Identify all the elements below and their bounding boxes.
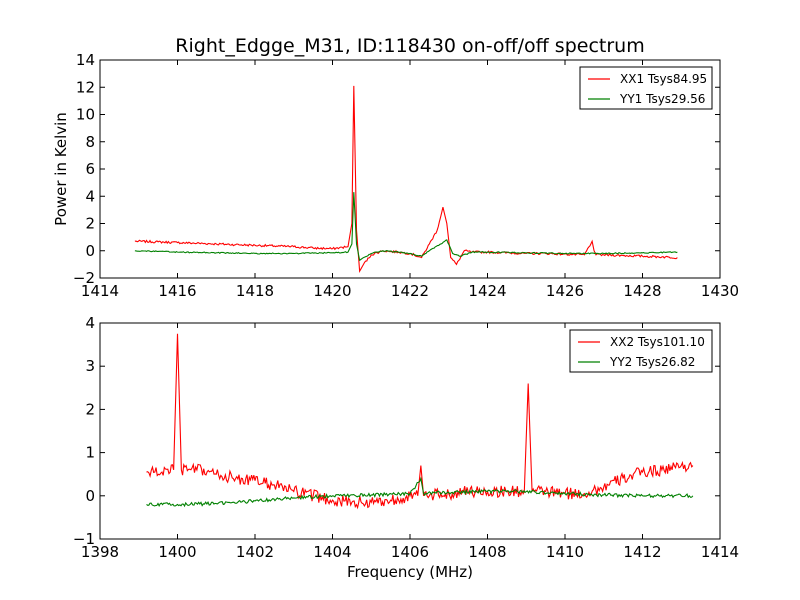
y-tick-label: 2 (85, 215, 95, 233)
y-tick-label: 6 (85, 160, 95, 178)
x-tick-label: 1420 (313, 282, 351, 300)
x-tick-label: 1422 (391, 282, 429, 300)
x-tick-label: 1400 (158, 543, 196, 561)
x-tick-label: 1412 (623, 543, 661, 561)
legend-label: YY2 Tsys26.82 (609, 355, 695, 369)
x-tick-label: 1416 (158, 282, 196, 300)
x-tick-label: 1398 (81, 543, 119, 561)
x-tick-label: 1404 (313, 543, 351, 561)
y-axis-label: Power in Kelvin (52, 112, 70, 226)
series-group (134, 85, 678, 274)
y-tick-label: 0 (85, 487, 95, 505)
x-tick-label: 1430 (701, 282, 739, 300)
y-tick-label: 8 (85, 133, 95, 151)
legend-label: XX1 Tsys84.95 (620, 72, 707, 86)
series-group (146, 333, 694, 510)
plot-1: 1414 1416 1418 1420 1422 1424 1426 1428 1430 −2 0 2… (52, 51, 739, 300)
chart-title: Right_Edgge_M31, ID:118430 on-off/off sp… (175, 35, 644, 57)
series-line-2 (146, 476, 694, 508)
y-tick-label: 3 (85, 357, 95, 375)
x-tick-label: 1414 (81, 282, 119, 300)
x-tick-label: 1428 (623, 282, 661, 300)
y-tick-label: 4 (85, 187, 95, 205)
y-tick-label: 4 (85, 314, 95, 332)
y-tick-label: 10 (76, 106, 95, 124)
x-tick-label: 1408 (468, 543, 506, 561)
series-line-2 (134, 192, 678, 262)
x-tick-label: 1406 (391, 543, 429, 561)
x-tick-label: 1424 (468, 282, 506, 300)
legend-label: XX2 Tsys101.10 (610, 335, 705, 349)
x-tick-label: 1414 (701, 543, 739, 561)
legend: XX1 Tsys84.95 YY1 Tsys29.56 (579, 66, 713, 110)
plots-group: 1414 1416 1418 1420 1422 1424 1426 1428 1430−202… (52, 51, 739, 581)
series-line-1 (146, 333, 694, 510)
legend: XX2 Tsys101.10 YY2 Tsys26.82 (569, 329, 713, 373)
x-tick-label: 1418 (236, 282, 274, 300)
y-tick-label: 0 (85, 242, 95, 260)
x-tick-label: 1402 (236, 543, 274, 561)
legend-box (569, 329, 713, 373)
legend-box (579, 66, 713, 110)
legend-label: YY1 Tsys29.56 (619, 92, 705, 106)
y-tick-label: −2 (73, 269, 95, 287)
y-tick-label: 14 (76, 51, 95, 69)
x-tick-label: 1410 (546, 543, 584, 561)
x-axis-label: Frequency (MHz) (347, 563, 473, 581)
plot-2: 1398 1400 1402 1404 1406 1408 1410 1412 1414 −1 0 1… (73, 314, 739, 581)
y-tick-label: 1 (85, 444, 95, 462)
y-tick-label: 12 (76, 78, 95, 96)
y-tick-label: 2 (85, 400, 95, 418)
series-line-1 (134, 85, 678, 274)
y-tick-label: −1 (73, 530, 95, 548)
x-tick-label: 1426 (546, 282, 584, 300)
